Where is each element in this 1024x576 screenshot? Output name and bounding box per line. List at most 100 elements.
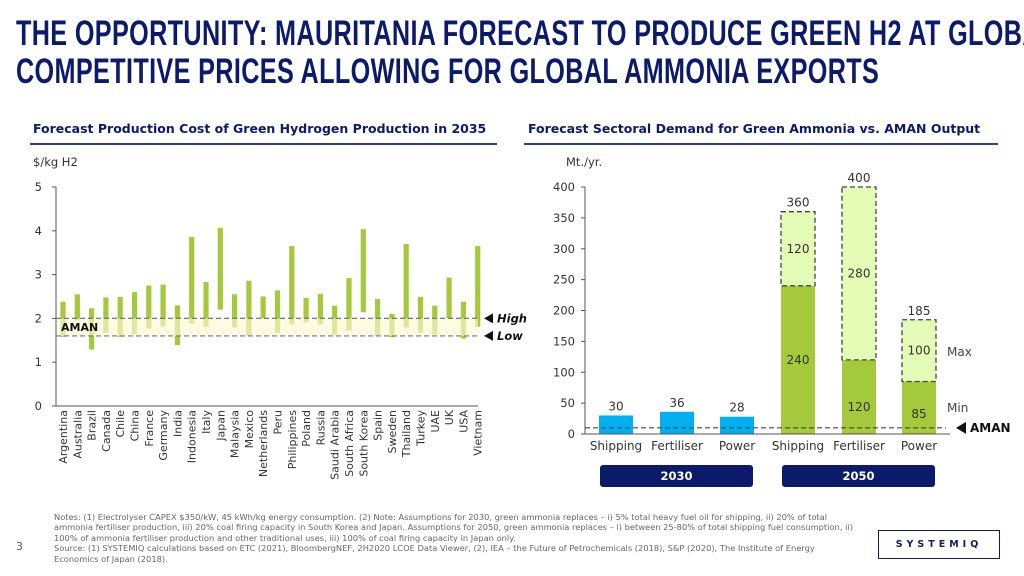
page-number: 3 [16,540,23,553]
max-segment-label: 280 [848,266,871,280]
right-y-tick-label: 350 [553,211,575,225]
left-x-tick-label: Malaysia [229,410,242,458]
cost-range-bar [146,285,152,329]
max-segment-label: 120 [787,242,810,256]
right-y-tick-label: 200 [553,304,575,318]
right-y-tick-label: 150 [553,334,575,348]
left-title-underline [30,143,497,145]
left-x-tick-label: Australia [71,410,84,459]
demand-max-bar [901,319,937,383]
left-x-tick-label: South Africa [343,410,356,477]
cost-range-bar [303,297,309,323]
cost-range-bar [403,243,409,328]
left-x-tick-label: Poland [300,410,313,447]
left-x-tick-label: France [143,410,156,447]
left-x-tick-label: South Korea [357,410,370,477]
cost-range-bar [417,296,424,333]
left-x-tick-label: Japan [214,410,227,442]
demand-max-bar [841,186,877,361]
cost-range-bar [289,246,295,325]
right-x-tick-label: Fertiliser [833,439,885,453]
left-y-tick-label: 1 [35,355,42,369]
right-title-underline [524,143,998,145]
aman-band-label: AMAN [61,321,98,334]
cost-range-bar [475,246,481,327]
cost-range-bar [346,278,352,331]
left-chart-title: Forecast Production Cost of Green Hydrog… [33,121,487,136]
total-label: 360 [787,196,810,210]
total-label: 28 [729,401,744,415]
left-y-tick-label: 4 [35,224,42,238]
aman-output-label: AMAN [970,421,1011,435]
left-x-tick-label: Peru [272,410,285,435]
cost-range-bar [360,229,366,313]
period-box-2030 [600,465,753,487]
left-y-tick-label: 5 [35,180,42,194]
total-label: 30 [608,399,623,413]
cost-range-bar [317,293,323,325]
period-box-2050 [782,465,935,487]
systemiq-logo: SYSTEMIQ [878,530,1000,559]
source-text: Source: (1) SYSTEMIQ calculations based … [54,543,815,564]
total-label: 185 [908,304,931,318]
slide-title-line-2: COMPETITIVE PRICES ALLOWING FOR GLOBAL A… [16,52,880,91]
max-segment-label: 100 [908,344,931,358]
left-x-tick-label: Canada [100,410,113,452]
left-x-tick-label: Turkey [415,410,428,447]
demand-min-bar [660,411,694,434]
max-legend-label: Max [947,345,972,359]
right-y-tick-label: 0 [568,427,575,441]
notes-text: Notes: (1) Electrolyser CAPEX $350/kW, 4… [54,512,853,543]
left-x-tick-label: Spain [372,410,385,441]
left-x-tick-label: Italy [200,410,213,434]
demand-min-bar [902,381,936,434]
right-y-axis-label: Mt./yr. [566,155,602,169]
left-x-tick-label: Thailand [400,410,413,458]
cost-range-bar [375,299,381,336]
min-segment-label: 120 [848,400,871,414]
right-y-tick-label: 400 [553,180,575,194]
left-x-tick-label: Netherlands [257,410,270,477]
high-arrow-icon [484,313,493,324]
right-x-tick-label: Shipping [772,439,824,453]
cost-range-bar [260,296,266,319]
demand-min-bar [842,359,876,434]
left-x-tick-label: Sweden [386,410,399,453]
right-x-tick-label: Power [901,439,937,453]
left-x-tick-label: Indonesia [186,410,199,463]
cost-range-bar [74,294,80,321]
left-y-axis-label: $/kg H2 [33,155,78,169]
right-y-tick-label: 250 [553,273,575,287]
demand-max-bar [780,211,816,287]
left-x-tick-label: Russia [314,410,327,445]
left-x-tick-label: China [129,410,142,441]
cost-range-bar [103,297,109,333]
left-y-tick-label: 2 [35,311,42,325]
right-x-tick-label: Shipping [590,439,642,453]
left-y-tick-label: 0 [35,399,42,413]
min-segment-label: 240 [787,353,810,367]
left-x-tick-label: Vietnam [472,410,485,456]
left-x-tick-label: Germany [157,410,170,461]
right-y-tick-label: 50 [560,396,575,410]
left-x-tick-label: USA [457,410,470,433]
low-arrow-icon [484,330,493,341]
cost-range-bar [246,280,252,336]
left-x-tick-label: Brazil [86,410,99,441]
aman-arrow-icon [956,421,966,434]
left-x-tick-label: Mexico [243,410,256,449]
right-chart-title: Forecast Sectoral Demand for Green Ammon… [528,121,981,136]
cost-range-bar [274,290,281,333]
cost-range-bar [203,282,209,327]
min-legend-label: Min [947,401,968,415]
cost-range-bar [217,227,223,310]
cost-range-bar [446,277,452,319]
min-segment-label: 85 [911,407,926,421]
low-label: Low [497,329,523,343]
demand-min-bar [720,416,754,434]
total-label: 400 [848,171,871,185]
period-label: 2050 [842,469,874,483]
left-x-tick-label: UAE [429,410,442,433]
